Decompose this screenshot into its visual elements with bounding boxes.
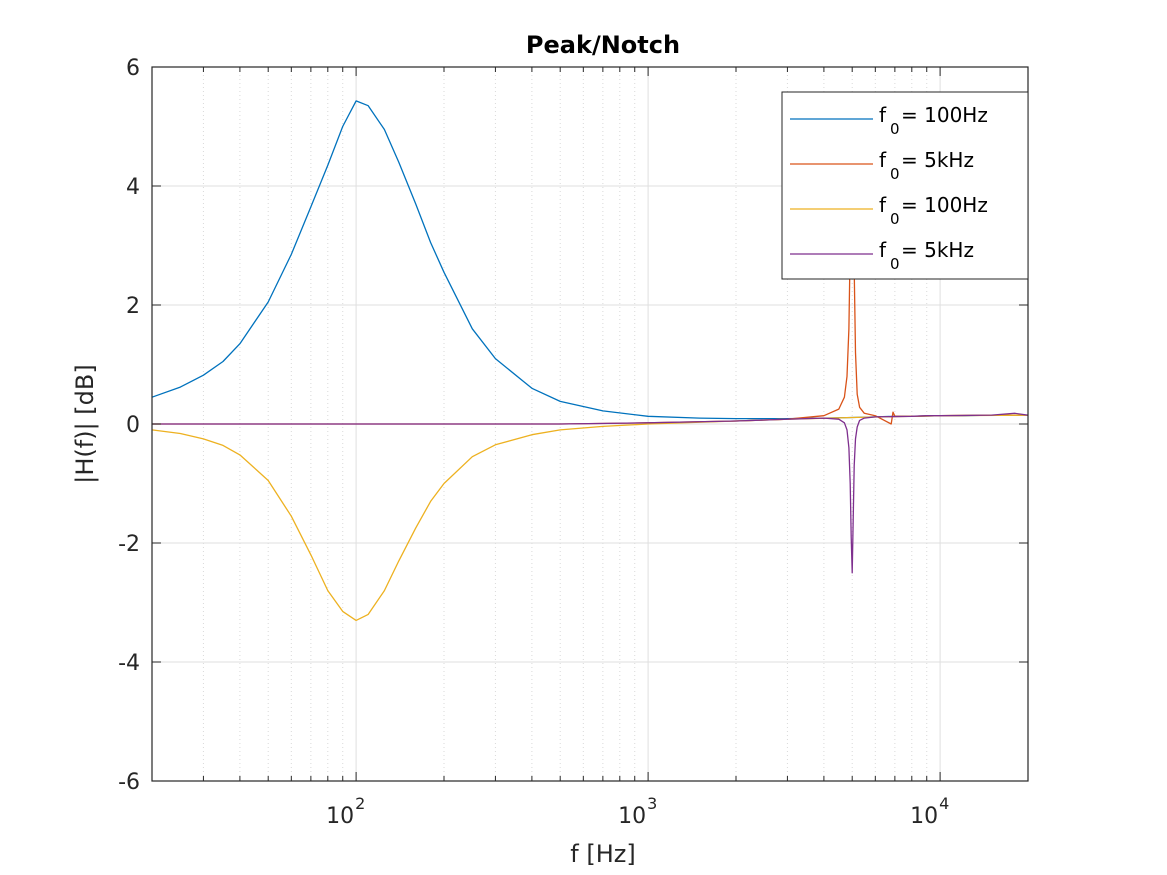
- y-tick-label: 0: [126, 413, 140, 438]
- x-tick-label: 102: [326, 794, 365, 829]
- series-line-4: [152, 412, 1029, 574]
- legend-entry: f0 = 100Hz: [790, 103, 988, 138]
- legend-label-sub: 0: [890, 120, 900, 138]
- legend-label-main: f: [879, 238, 887, 262]
- legend-label-rest: = 100Hz: [901, 103, 988, 127]
- legend-label-main: f: [879, 103, 887, 127]
- x-tick-label-base: 10: [326, 804, 354, 829]
- y-tick-label: 2: [126, 294, 140, 319]
- y-tick-label: -6: [118, 770, 140, 795]
- legend-box: [781, 91, 1029, 280]
- legend-label-main: f: [879, 193, 887, 217]
- legend-label-sub: 0: [890, 210, 900, 228]
- x-tick-label-base: 10: [910, 804, 938, 829]
- x-tick-label: 103: [618, 794, 657, 829]
- y-tick-label: -2: [118, 532, 140, 557]
- y-tick-label: 4: [126, 175, 140, 200]
- x-axis-label: f [Hz]: [570, 840, 635, 868]
- legend-label-sub: 0: [890, 255, 900, 273]
- x-tick-label-base: 10: [618, 804, 646, 829]
- x-tick-label-exp: 3: [647, 794, 657, 813]
- legend-entry: f0 = 5kHz: [790, 148, 974, 183]
- x-tick-label: 104: [910, 794, 949, 829]
- legend-label-rest: = 5kHz: [901, 238, 974, 262]
- x-tick-label-exp: 2: [355, 794, 365, 813]
- legend-label-rest: = 100Hz: [901, 193, 988, 217]
- legend-label-main: f: [879, 148, 887, 172]
- y-tick-labels: -6 -4 -2 0 2 4 6: [118, 56, 140, 795]
- x-tick-label-exp: 4: [939, 794, 949, 813]
- y-tick-label: -4: [118, 651, 140, 676]
- legend-label-rest: = 5kHz: [901, 148, 974, 172]
- legend-label-sub: 0: [890, 165, 900, 183]
- y-axis-label: |H(f)| [dB]: [71, 364, 99, 483]
- legend-entry: f0 = 5kHz: [790, 238, 974, 273]
- chart-title: Peak/Notch: [526, 31, 680, 59]
- legend-entry: f0 = 100Hz: [790, 193, 988, 228]
- y-tick-label: 6: [126, 56, 140, 81]
